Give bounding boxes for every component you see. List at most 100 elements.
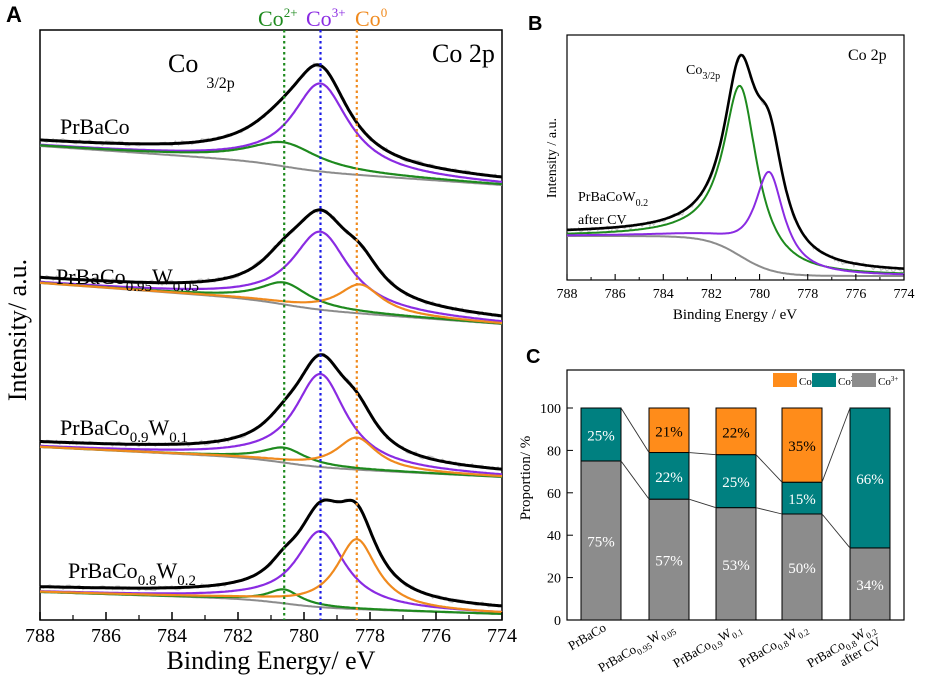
b-raw-data bbox=[566, 52, 903, 273]
bar-label-Co2plus-1: 22% bbox=[655, 470, 683, 486]
bar-label-Co2plus-0: 25% bbox=[587, 429, 615, 445]
a-tick-label: 776 bbox=[421, 625, 451, 647]
panel-c-x-tick-labels: PrBaCoPrBaCo0.95W0.05PrBaCo0.9W0.1PrBaCo… bbox=[565, 619, 884, 677]
panel-a-title: Co 2p bbox=[432, 39, 495, 68]
b-tick-label: 788 bbox=[557, 287, 578, 302]
bar-segment-Co3plus-1 bbox=[648, 498, 690, 621]
sample-0-co2-component bbox=[39, 140, 503, 186]
sample-1-envelope bbox=[39, 208, 503, 318]
connector-Co3plus bbox=[755, 507, 783, 515]
bar-segment-Co2plus-0 bbox=[580, 407, 622, 462]
b-envelope bbox=[566, 53, 905, 270]
panel-b: B 788 786 784 782 780 778 776 774 Co 2p Co3/2p … bbox=[528, 13, 915, 323]
panel-a-curves bbox=[39, 62, 503, 615]
sample-3-co0-component bbox=[40, 537, 503, 614]
bar-segment-Co2plus-1 bbox=[648, 452, 690, 500]
sample-2-co3-component bbox=[40, 372, 503, 476]
bar-segment-Co3plus-4 bbox=[849, 547, 891, 621]
sample-2-co0-component bbox=[39, 436, 503, 478]
b-co2-component bbox=[566, 84, 905, 275]
bar-segment-Co0-3 bbox=[781, 407, 823, 483]
panel-a-y-axis-label: Intensity/ a.u. bbox=[3, 259, 32, 401]
b-background bbox=[567, 235, 904, 277]
connector-Co2plus bbox=[688, 452, 717, 456]
panel-b-sample-note: after CV bbox=[578, 213, 627, 228]
category-label-1: PrBaCo0.95W0.05 bbox=[595, 619, 678, 677]
b-co3-component bbox=[567, 170, 905, 276]
connector-Co2plus bbox=[821, 407, 851, 483]
sample-2-raw-data bbox=[39, 352, 499, 470]
connector-Co2plus bbox=[755, 454, 783, 483]
bar-label-Co3plus-0: 75% bbox=[587, 535, 615, 551]
bar-segment-Co3plus-2 bbox=[715, 507, 757, 621]
sample-1-co0-component bbox=[39, 281, 503, 325]
sample-3-fit bbox=[39, 497, 503, 615]
panel-c: C 0 20 40 60 80 100 75% 25% 57% 22% 21% 53% 25% 22% 5… bbox=[518, 346, 905, 677]
bar-segment-Co2plus-4 bbox=[849, 407, 891, 549]
c-y-tick-label: 100 bbox=[540, 402, 561, 417]
category-label-0: PrBaCo bbox=[565, 620, 608, 654]
c-y-tick-label: 20 bbox=[547, 572, 561, 587]
b-tick-label: 778 bbox=[797, 287, 818, 302]
connector-Co3plus bbox=[688, 498, 717, 509]
bar-label-Co0-2: 22% bbox=[722, 425, 750, 441]
panel-c-bars: 75% 25% 57% 22% 21% 53% 25% 22% 50% 15% 35% 34% 66% bbox=[580, 407, 891, 621]
sample-0-fit bbox=[39, 62, 503, 186]
sample-0-background bbox=[39, 145, 503, 186]
connector-Co3plus bbox=[821, 513, 851, 549]
b-tick-label: 784 bbox=[653, 287, 674, 302]
bar-label-Co3plus-2: 53% bbox=[722, 558, 750, 574]
b-tick-label: 780 bbox=[749, 287, 770, 302]
connector-Co2plus bbox=[620, 407, 650, 453]
a-tick-label: 786 bbox=[91, 625, 121, 647]
bar-segment-Co3plus-3 bbox=[781, 513, 823, 621]
legend-swatch-0 bbox=[773, 373, 797, 387]
a-tick-label: 784 bbox=[157, 625, 187, 647]
bar-segment-Co3plus-0 bbox=[580, 460, 622, 621]
sample-0-envelope bbox=[40, 63, 503, 179]
sample-3-raw-data bbox=[39, 497, 499, 608]
panel-b-x-axis-label: Binding Energy / eV bbox=[673, 307, 797, 323]
c-y-tick-label: 60 bbox=[547, 487, 561, 502]
bar-segment-Co2plus-3 bbox=[781, 481, 823, 515]
connector-Co3plus bbox=[620, 460, 650, 500]
bar-label-Co2plus-2: 25% bbox=[722, 475, 750, 491]
panel-c-y-axis-label: Proportion/ % bbox=[518, 436, 534, 521]
category-label-2: PrBaCo0.9W0.1 bbox=[670, 620, 745, 674]
b-tick-label: 786 bbox=[605, 287, 626, 302]
panel-a-reference-lines bbox=[283, 30, 358, 620]
panel-b-orbital: Co3/2p bbox=[686, 63, 720, 82]
bar-label-Co0-1: 21% bbox=[655, 424, 683, 440]
panel-b-letter: B bbox=[528, 13, 542, 35]
b-tick-label: 774 bbox=[894, 287, 915, 302]
sample-label-prbaco: PrBaCo bbox=[60, 114, 130, 139]
bar-label-Co3plus-1: 57% bbox=[655, 554, 683, 570]
panel-a-x-axis-label: Binding Energy/ eV bbox=[167, 646, 376, 675]
panel-a-orbital: Co3/2p bbox=[168, 49, 235, 92]
c-y-tick-label: 40 bbox=[547, 529, 561, 544]
legend-swatch-2 bbox=[852, 373, 876, 387]
panel-c-letter: C bbox=[526, 346, 540, 368]
panel-b-title: Co 2p bbox=[848, 47, 887, 64]
bar-segment-Co0-1 bbox=[648, 407, 690, 454]
bar-label-Co2plus-4: 66% bbox=[856, 472, 884, 488]
c-y-tick-label: 80 bbox=[547, 444, 561, 459]
b-tick-label: 782 bbox=[701, 287, 722, 302]
panel-b-curves bbox=[566, 52, 905, 277]
panel-b-sample: PrBaCoW0.2 bbox=[578, 190, 648, 209]
bar-segment-Co0-2 bbox=[715, 407, 757, 456]
a-tick-label: 774 bbox=[487, 625, 517, 647]
sample-3-envelope bbox=[39, 498, 503, 608]
legend-swatch-1 bbox=[812, 373, 836, 387]
category-label-3: PrBaCo0.8W0.2 bbox=[736, 620, 811, 674]
panel-b-y-axis-label: Intensity / a.u. bbox=[545, 118, 560, 198]
sample-2-envelope bbox=[40, 353, 503, 471]
bar-label-Co3plus-3: 50% bbox=[788, 561, 816, 577]
a-tick-label: 778 bbox=[355, 625, 385, 647]
a-tick-label: 782 bbox=[223, 625, 253, 647]
label-co3plus: Co3+ bbox=[306, 5, 346, 31]
a-tick-label: 788 bbox=[25, 625, 55, 647]
panel-b-x-ticks: 788 786 784 782 780 778 776 774 bbox=[557, 274, 915, 302]
